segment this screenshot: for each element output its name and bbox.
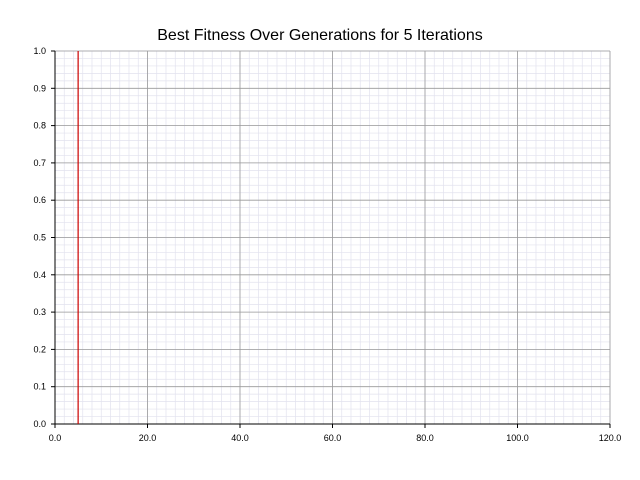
chart-title: Best Fitness Over Generations for 5 Iter… [157, 27, 483, 44]
x-tick-label: 40.0 [231, 433, 249, 443]
x-tick-label: 0.0 [49, 433, 62, 443]
y-tick-label: 0.1 [33, 382, 46, 392]
x-tick-label: 20.0 [139, 433, 157, 443]
y-tick-label: 0.7 [33, 158, 46, 168]
y-tick-label: 0.0 [33, 419, 46, 429]
y-tick-label: 0.5 [33, 233, 46, 243]
x-tick-label: 100.0 [506, 433, 529, 443]
y-tick-label: 0.2 [33, 344, 46, 354]
y-tick-label: 0.8 [33, 121, 46, 131]
x-tick-label: 80.0 [416, 433, 434, 443]
y-tick-label: 0.9 [33, 83, 46, 93]
x-tick-label: 60.0 [324, 433, 342, 443]
y-tick-label: 0.6 [33, 195, 46, 205]
y-tick-label: 0.3 [33, 307, 46, 317]
axes [51, 50, 611, 428]
y-tick-label: 0.4 [33, 270, 46, 280]
y-tick-label: 1.0 [33, 46, 46, 56]
tick-labels: 0.0 20.0 40.0 60.0 80.0 100.0 120.0 0.0 0.1 0.2 0.… [33, 46, 621, 443]
x-tick-label: 120.0 [599, 433, 622, 443]
